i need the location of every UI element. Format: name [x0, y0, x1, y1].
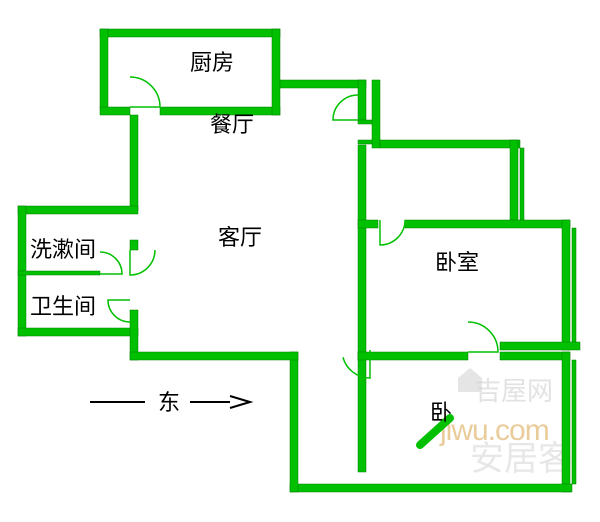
wall-segment	[280, 80, 366, 88]
wall-segment	[405, 220, 570, 228]
wall-segment	[562, 352, 570, 492]
wall-segment	[372, 80, 380, 148]
wall-segment	[572, 228, 576, 342]
watermark: 安居客	[470, 440, 572, 478]
wall-segment	[100, 107, 130, 115]
wall-segment	[100, 29, 280, 37]
watermark: 吉屋网	[475, 377, 553, 406]
wall-segment	[358, 352, 366, 472]
wall-segment	[358, 352, 468, 360]
room-label-dining: 餐厅	[210, 112, 254, 137]
wall-segment	[18, 328, 138, 336]
wall-segment	[500, 342, 580, 350]
room-label-bed2: 卧	[430, 400, 452, 425]
wall-segment	[130, 240, 138, 250]
wall-segment	[130, 115, 138, 210]
wall-segment	[520, 148, 524, 220]
wall-segment	[500, 352, 570, 360]
wall-segment	[572, 360, 576, 484]
wall-segment	[290, 484, 572, 492]
wall-segment	[358, 145, 366, 360]
compass-label: 东	[158, 390, 180, 415]
wall-segment	[18, 271, 100, 275]
wall-segment	[18, 206, 138, 214]
wall-segment	[100, 29, 108, 109]
wall-segment	[130, 352, 298, 360]
wall-segment	[358, 220, 378, 228]
room-label-wash: 洗漱间	[30, 237, 96, 262]
wall-segment	[272, 29, 280, 115]
room-label-bed1: 卧室	[435, 250, 479, 275]
room-label-kitchen: 厨房	[190, 50, 234, 75]
wall-segment	[562, 220, 570, 350]
room-label-living: 客厅	[218, 225, 262, 250]
room-label-bath: 卫生间	[30, 294, 96, 319]
wall-segment	[358, 80, 366, 120]
wall-segment	[290, 352, 298, 492]
floorplan-canvas: 吉屋网jiwu.com安居客厨房餐厅客厅洗漱间卫生间卧室卧东	[0, 0, 600, 522]
wall-segment	[510, 140, 518, 220]
wall-segment	[380, 140, 520, 148]
